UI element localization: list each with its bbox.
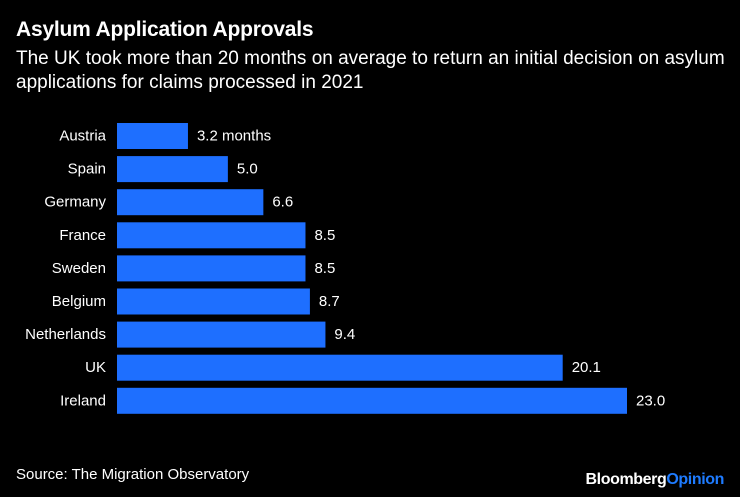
category-label-netherlands: Netherlands — [25, 326, 106, 343]
value-label-uk: 20.1 — [572, 359, 601, 376]
category-label-germany: Germany — [44, 194, 106, 211]
bar-uk — [117, 354, 563, 381]
value-label-ireland: 23.0 — [636, 392, 665, 409]
bar-spain — [117, 156, 228, 183]
category-label-france: France — [59, 227, 106, 244]
brand-main: Bloomberg — [585, 471, 667, 488]
brand-accent: Opinion — [666, 471, 724, 488]
chart-subtitle: The UK took more than 20 months on avera… — [16, 48, 725, 93]
category-label-uk: UK — [85, 359, 106, 376]
category-label-belgium: Belgium — [52, 293, 106, 310]
bar-germany — [117, 189, 264, 216]
value-label-belgium: 8.7 — [319, 293, 340, 310]
value-label-spain: 5.0 — [237, 161, 258, 178]
value-label-france: 8.5 — [314, 227, 335, 244]
chart-title: Asylum Application Approvals — [16, 18, 314, 41]
value-label-netherlands: 9.4 — [334, 326, 355, 343]
value-label-sweden: 8.5 — [314, 260, 335, 277]
bar-sweden — [117, 255, 306, 282]
bar-netherlands — [117, 321, 326, 348]
source-note: Source: The Migration Observatory — [16, 466, 250, 483]
bar-france — [117, 222, 306, 249]
bar-austria — [117, 123, 188, 149]
category-label-ireland: Ireland — [60, 392, 106, 409]
category-label-austria: Austria — [59, 128, 106, 145]
brand-logo: BloombergOpinion — [586, 471, 725, 489]
value-label-austria: 3.2 months — [197, 128, 271, 145]
bar-belgium — [117, 288, 310, 315]
category-label-sweden: Sweden — [52, 260, 106, 277]
value-label-germany: 6.6 — [272, 194, 293, 211]
bar-ireland — [117, 387, 627, 414]
category-label-spain: Spain — [68, 161, 106, 178]
